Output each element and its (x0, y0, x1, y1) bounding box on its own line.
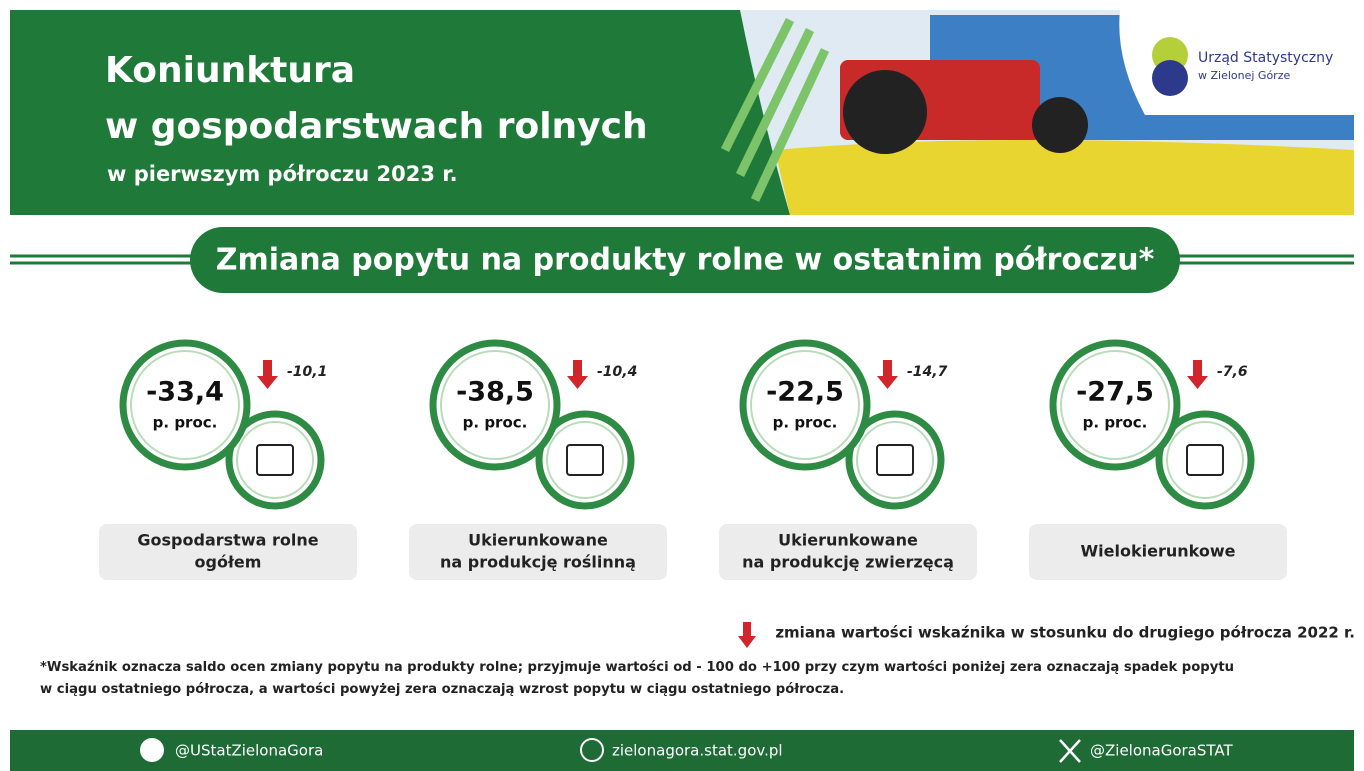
unit: p. proc. (1083, 414, 1148, 432)
icon-circle-inner (1166, 421, 1244, 499)
footer-band (10, 730, 1354, 771)
icon-circle (1155, 410, 1255, 510)
unit: p. proc. (463, 414, 528, 432)
icon-circle-inner (856, 421, 934, 499)
change: -14,7 (907, 364, 948, 380)
label-box (1029, 524, 1287, 580)
logo-text: Urząd Statystyczny (1198, 50, 1333, 66)
change: -7,6 (1217, 364, 1248, 380)
icon-circle (845, 410, 945, 510)
globe-icon (580, 738, 604, 762)
icon (256, 444, 294, 476)
footnote: w ciągu ostatniego półrocza, a wartości … (40, 681, 844, 697)
value-circle-inner (1060, 350, 1170, 460)
category-label: na produkcję roślinną (440, 553, 636, 572)
section-title: Zmiana popytu na produkty rolne w ostatn… (216, 243, 1155, 278)
value: -38,5 (456, 377, 534, 408)
label-box (99, 524, 357, 580)
category-label: na produkcję zwierzęcą (742, 553, 954, 572)
change-arrow (567, 360, 588, 389)
icon-circle (225, 410, 325, 510)
legend-arrow (738, 622, 756, 648)
value-circle (119, 339, 251, 471)
change-arrow (1187, 360, 1208, 389)
subtitle: w pierwszym półroczu 2023 r. (107, 162, 458, 186)
stripes (720, 17, 830, 202)
value-circle-inner (750, 350, 860, 460)
value: -33,4 (146, 377, 224, 408)
title: Koniunktura (105, 50, 355, 91)
footnote: *Wskaźnik oznacza saldo ocen zmiany popy… (40, 659, 1234, 675)
change-arrow (877, 360, 898, 389)
change-arrow (257, 360, 278, 389)
footer-link[interactable]: @UStatZielonaGora (175, 742, 323, 760)
category-label: Ukierunkowane (778, 531, 918, 550)
value-circle (1049, 339, 1181, 471)
change: -10,1 (287, 364, 327, 380)
value-circle-inner (440, 350, 550, 460)
title: w gospodarstwach rolnych (105, 106, 648, 147)
icon-circle-inner (236, 421, 314, 499)
label-box (719, 524, 977, 580)
label-box (409, 524, 667, 580)
icon (566, 444, 604, 476)
category-label: Wielokierunkowe (1081, 542, 1236, 561)
change: -10,4 (597, 364, 637, 380)
icon-circle-inner (546, 421, 624, 499)
icon (1186, 444, 1224, 476)
value-circle (429, 339, 561, 471)
value: -22,5 (766, 377, 844, 408)
x-icon (1059, 739, 1081, 763)
value: -27,5 (1076, 377, 1154, 408)
items: -33,4 p. proc. -10,1 Gospodarstwa rolne ogół… (99, 339, 1287, 580)
tractor-wheel (843, 70, 927, 154)
logo-text: w Zielonej Górze (1198, 69, 1290, 82)
footer-link[interactable]: zielonagora.stat.gov.pl (612, 742, 783, 760)
value-circle (739, 339, 871, 471)
unit: p. proc. (773, 414, 838, 432)
category-label: Gospodarstwa rolne (137, 531, 318, 550)
icon (876, 444, 914, 476)
footer-link[interactable]: @ZielonaGoraSTAT (1090, 742, 1233, 760)
category-label: Ukierunkowane (468, 531, 608, 550)
field (775, 140, 1354, 215)
legend: zmiana wartości wskaźnika w stosunku do … (775, 624, 1355, 642)
section-pill (190, 227, 1180, 293)
icon-circle (535, 410, 635, 510)
value-circle-inner (130, 350, 240, 460)
unit: p. proc. (153, 414, 218, 432)
facebook-icon (140, 738, 164, 762)
logo-mark (1152, 60, 1188, 96)
category-label: ogółem (195, 553, 262, 572)
tractor-wheel (1032, 97, 1088, 153)
